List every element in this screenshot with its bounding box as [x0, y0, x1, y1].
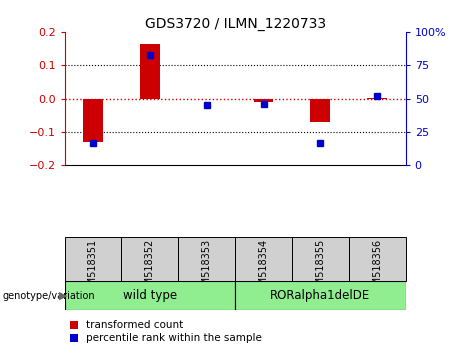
Title: GDS3720 / ILMN_1220733: GDS3720 / ILMN_1220733 — [145, 17, 325, 31]
Bar — [254, 99, 273, 102]
Bar — [235, 281, 406, 310]
Bar — [121, 237, 178, 281]
Text: GSM518353: GSM518353 — [201, 239, 212, 298]
Text: wild type: wild type — [123, 289, 177, 302]
Legend: transformed count, percentile rank within the sample: transformed count, percentile rank withi… — [70, 320, 262, 343]
Text: RORalpha1delDE: RORalpha1delDE — [270, 289, 371, 302]
Bar — [83, 99, 103, 142]
Text: GSM518352: GSM518352 — [145, 239, 155, 298]
Bar — [235, 237, 292, 281]
Text: ▶: ▶ — [59, 291, 67, 301]
Bar — [310, 99, 331, 122]
Text: GSM518356: GSM518356 — [372, 239, 382, 298]
Bar — [65, 237, 121, 281]
Bar — [178, 237, 235, 281]
Text: genotype/variation: genotype/variation — [2, 291, 95, 301]
Text: GSM518351: GSM518351 — [88, 239, 98, 298]
Bar — [65, 281, 235, 310]
Bar — [367, 98, 387, 99]
Bar — [349, 237, 406, 281]
Bar — [140, 44, 160, 99]
Text: GSM518355: GSM518355 — [315, 239, 325, 298]
Text: GSM518354: GSM518354 — [259, 239, 269, 298]
Bar — [292, 237, 349, 281]
